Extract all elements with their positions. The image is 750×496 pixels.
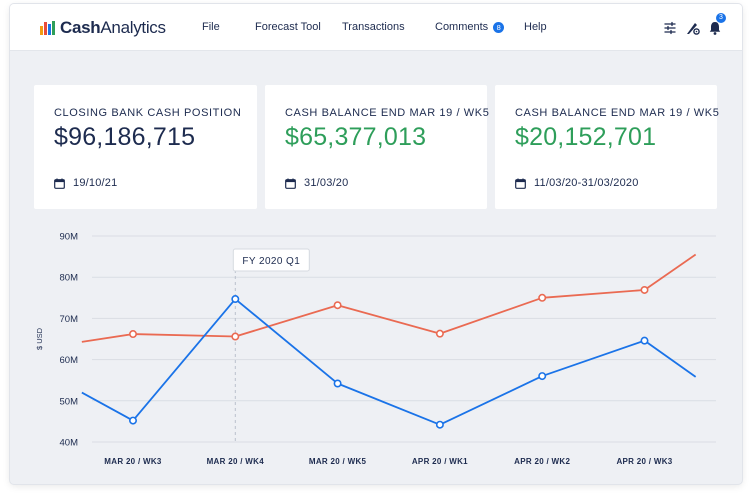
- app-window: CashAnalytics File Forecast Tool Transac…: [10, 4, 742, 484]
- kpi-card-date: 19/10/21: [54, 177, 117, 189]
- nav-comments[interactable]: Comments 8: [435, 4, 505, 50]
- cash-forecast-line-chart[interactable]: 90M 80M 70M 60M 50M 40M $ USD MAR 20 / WK3 MAR 2…: [10, 220, 742, 484]
- notifications-count-badge: 3: [716, 13, 726, 23]
- y-tick-label: 70M: [60, 314, 79, 325]
- y-tick-label: 60M: [60, 355, 79, 366]
- y-tick-label: 40M: [60, 438, 79, 449]
- data-point: [435, 329, 444, 338]
- nav-transactions[interactable]: Transactions: [342, 21, 405, 33]
- kpi-card-value: $96,186,715: [54, 123, 196, 151]
- kpi-card-closing-bank-cash: CLOSING BANK CASH POSITION $96,186,715 1…: [34, 85, 257, 209]
- y-axis-label: $ USD: [35, 327, 44, 350]
- app-logo[interactable]: CashAnalytics: [40, 17, 166, 39]
- kpi-card-title: CASH BALANCE END MAR 19 / WK5: [515, 107, 720, 119]
- y-tick-label: 50M: [60, 396, 79, 407]
- series-line: [81, 253, 697, 343]
- data-point: [231, 332, 240, 341]
- logo-bars-icon: [40, 21, 56, 35]
- x-tick-label: APR 20 / WK1: [412, 457, 468, 466]
- kpi-card-cash-balance-range: CASH BALANCE END MAR 19 / WK5 $20,152,70…: [495, 85, 720, 209]
- data-point: [538, 293, 547, 302]
- data-point: [333, 301, 342, 310]
- y-tick-label: 90M: [60, 232, 79, 243]
- kpi-card-date: 31/03/20: [285, 177, 348, 189]
- x-tick-label: MAR 20 / WK3: [104, 457, 162, 466]
- top-navigation-bar: CashAnalytics File Forecast Tool Transac…: [10, 4, 742, 51]
- data-point: [640, 285, 649, 294]
- series-line: [81, 298, 697, 426]
- data-point: [129, 416, 138, 425]
- comments-count-badge: 8: [493, 21, 505, 33]
- kpi-card-title: CASH BALANCE END MAR 19 / WK5: [285, 107, 490, 119]
- nav-file[interactable]: File: [202, 21, 220, 33]
- x-tick-label: APR 20 / WK3: [616, 457, 672, 466]
- calendar-icon: [285, 178, 296, 189]
- data-point: [231, 295, 240, 304]
- kpi-card-value: $65,377,013: [285, 123, 427, 151]
- bell-icon[interactable]: [707, 20, 723, 36]
- calendar-icon: [515, 178, 526, 189]
- data-point: [129, 330, 138, 339]
- x-tick-label: APR 20 / WK2: [514, 457, 570, 466]
- data-point: [538, 372, 547, 381]
- sliders-icon[interactable]: [662, 20, 678, 36]
- logo-text: CashAnalytics: [60, 18, 166, 37]
- nav-help[interactable]: Help: [524, 21, 547, 33]
- data-point: [333, 379, 342, 388]
- settings-shield-icon[interactable]: [685, 20, 701, 36]
- data-point: [435, 420, 444, 429]
- kpi-card-cash-balance-wk5: CASH BALANCE END MAR 19 / WK5 $65,377,01…: [265, 85, 490, 209]
- nav-forecast-tool[interactable]: Forecast Tool: [255, 21, 321, 33]
- y-tick-label: 80M: [60, 273, 79, 284]
- kpi-card-title: CLOSING BANK CASH POSITION: [54, 107, 242, 119]
- data-point: [640, 336, 649, 345]
- annotation-label-box: [232, 248, 310, 272]
- calendar-icon: [54, 178, 65, 189]
- annotation-label: FY 2020 Q1: [242, 256, 300, 267]
- kpi-card-date: 11/03/20-31/03/2020: [515, 177, 639, 189]
- kpi-card-value: $20,152,701: [515, 123, 657, 151]
- x-tick-label: MAR 20 / WK4: [207, 457, 265, 466]
- x-tick-label: MAR 20 / WK5: [309, 457, 367, 466]
